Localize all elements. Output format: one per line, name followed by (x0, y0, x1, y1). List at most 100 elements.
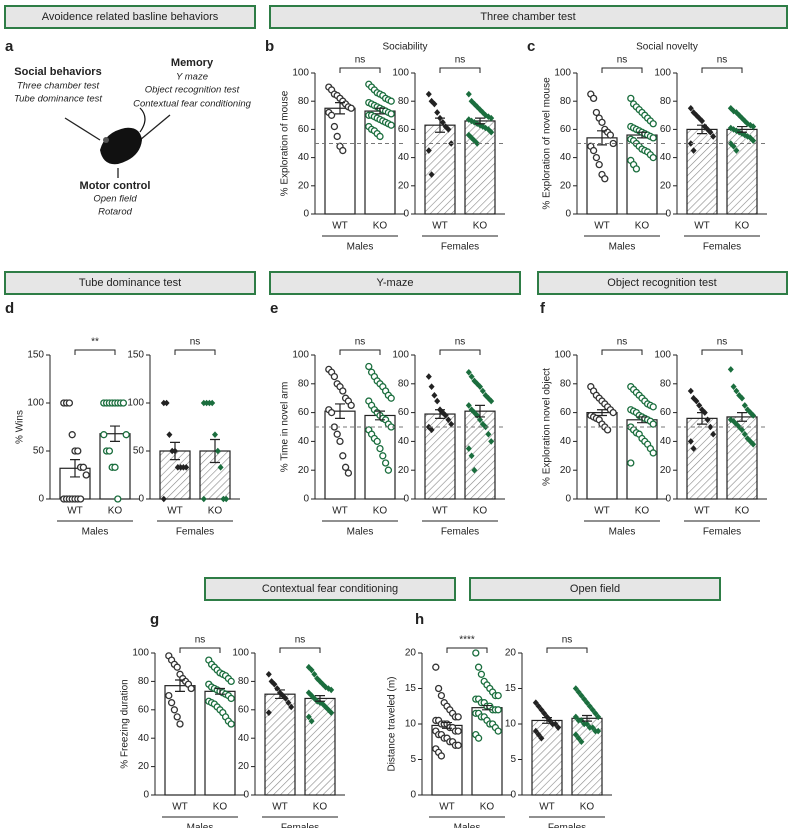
data-point (474, 663, 483, 671)
data-point (477, 383, 483, 390)
significance-label: ns (295, 635, 306, 646)
group-label: Females (548, 823, 586, 828)
data-point (439, 119, 446, 126)
x-tick-label: KO (480, 802, 495, 813)
group-label: Males (454, 823, 481, 828)
data-point (485, 126, 492, 133)
significance-label: **** (459, 635, 475, 646)
data-point (114, 495, 122, 503)
y-tick-label: 40 (298, 436, 310, 447)
error-bar (435, 117, 445, 133)
diagram-item: Three chamber test (17, 81, 100, 92)
data-point (442, 123, 449, 130)
data-point (187, 684, 195, 693)
panel-title: Sociability (382, 42, 427, 53)
data-point (327, 408, 336, 417)
data-point (442, 412, 449, 419)
y-tick-label: 80 (560, 96, 572, 107)
data-point (727, 124, 734, 132)
data-point (122, 431, 130, 439)
error-bar (697, 412, 707, 425)
significance-label: ns (455, 337, 466, 348)
group-label: Males (187, 823, 214, 828)
error-bar (542, 717, 552, 724)
group-label: Females (703, 242, 741, 253)
data-point (274, 685, 281, 692)
y-tick-label: 0 (143, 790, 149, 801)
group-label: Males (347, 527, 374, 538)
data-point (710, 133, 717, 140)
data-point (285, 699, 292, 706)
data-point (431, 392, 438, 399)
data-point (546, 717, 553, 724)
error-bar (475, 117, 485, 125)
data-point (100, 431, 108, 439)
data-point (428, 426, 435, 434)
data-point (733, 420, 740, 428)
data-point (65, 399, 74, 407)
data-point (589, 724, 596, 731)
data-point (575, 734, 582, 742)
data-point (538, 706, 545, 714)
error-bar (215, 687, 225, 695)
y-tick-label: 100 (554, 68, 571, 79)
data-point (750, 123, 757, 130)
data-point (428, 171, 435, 178)
data-point (482, 124, 489, 132)
y-tick-label: 80 (398, 378, 410, 389)
y-tick-label: 0 (665, 494, 671, 505)
data-point (165, 691, 173, 700)
error-bar (275, 689, 285, 700)
y-tick-label: 80 (560, 378, 572, 389)
data-point (544, 713, 550, 721)
data-point (710, 430, 717, 438)
significance-label: ns (355, 55, 366, 66)
data-point (707, 128, 714, 136)
y-tick-label: 20 (660, 465, 672, 476)
data-point (479, 387, 486, 395)
y-tick-label: 100 (127, 398, 144, 409)
header: Y-maze (269, 271, 521, 295)
mouse-icon (100, 127, 142, 165)
y-tick-label: 40 (138, 733, 150, 744)
header-text: Open field (570, 583, 620, 595)
data-point (693, 397, 700, 405)
header: Object recognition test (537, 271, 788, 295)
data-point (739, 426, 745, 434)
data-point (598, 118, 606, 126)
error-bar (697, 124, 707, 135)
header: Three chamber test (269, 5, 788, 29)
data-point (581, 695, 588, 703)
x-tick-label: WT (332, 221, 348, 232)
y-tick-label: 100 (654, 350, 671, 361)
y-tick-label: 50 (133, 446, 145, 457)
data-point (425, 373, 432, 380)
y-tick-label: 0 (510, 790, 516, 801)
y-tick-label: 40 (660, 152, 672, 163)
data-point (586, 702, 593, 710)
y-tick-label: 80 (660, 378, 672, 389)
y-tick-label: 10 (405, 719, 417, 730)
data-point (468, 452, 475, 460)
error-bar (70, 459, 80, 478)
data-point (425, 147, 432, 154)
y-tick-label: 100 (392, 350, 409, 361)
y-tick-label: 100 (27, 398, 44, 409)
data-point (336, 437, 344, 446)
x-tick-label: KO (635, 221, 650, 232)
group-label: Males (609, 527, 636, 538)
data-point (333, 132, 341, 141)
y-tick-label: 50 (33, 446, 45, 457)
data-point (425, 90, 432, 98)
y-axis-label: % Exploration of novel mouse (542, 77, 553, 210)
y-tick-label: 60 (298, 407, 310, 418)
y-tick-label: 60 (560, 407, 572, 418)
data-point (376, 132, 384, 141)
data-point (434, 397, 441, 405)
x-tick-label: WT (594, 221, 610, 232)
data-point (572, 713, 579, 721)
connector (64, 117, 101, 141)
data-point (744, 133, 751, 140)
x-tick-label: KO (373, 221, 388, 232)
data-point (305, 689, 312, 697)
